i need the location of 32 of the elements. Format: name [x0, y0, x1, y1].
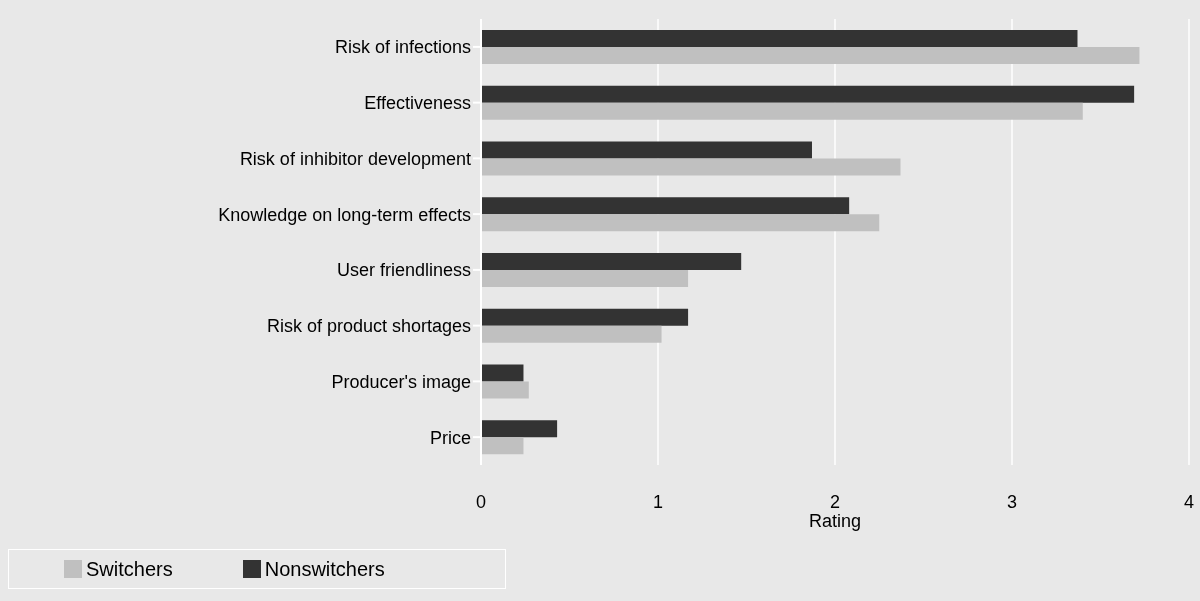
bar — [481, 141, 812, 159]
bar — [481, 85, 1135, 103]
bar — [481, 381, 529, 399]
y-tick-label: Knowledge on long-term effects — [218, 204, 471, 225]
bar — [481, 253, 742, 270]
bar — [481, 325, 662, 343]
y-tick-label: Effectiveness — [364, 93, 471, 114]
y-tick-label: Risk of infections — [334, 37, 471, 58]
bar — [481, 437, 524, 455]
bar — [481, 420, 558, 438]
bar — [481, 214, 880, 232]
legend-label: Nonswitchers — [263, 557, 385, 581]
bar — [481, 102, 1083, 120]
x-tick-label: 4 — [1183, 491, 1195, 512]
bar — [481, 364, 524, 382]
x-tick-label: 3 — [1006, 491, 1018, 512]
x-tick-label: 2 — [829, 491, 841, 512]
bar — [481, 308, 689, 326]
bar — [481, 158, 901, 176]
bar — [481, 270, 689, 287]
y-tick-label: Price — [429, 427, 471, 448]
legend-label: Switchers — [85, 557, 173, 581]
y-tick-label: Producer's image — [331, 371, 471, 392]
bar — [481, 197, 850, 215]
y-tick-label: Risk of product shortages — [266, 316, 471, 337]
bar — [481, 30, 1078, 47]
x-axis-title: Rating — [808, 511, 862, 531]
y-tick-label: User friendliness — [336, 260, 471, 281]
x-tick-label: 1 — [652, 491, 664, 512]
x-tick-label: 0 — [475, 491, 487, 512]
bar — [481, 47, 1140, 64]
y-tick-label: Risk of inhibitor development — [239, 148, 471, 169]
